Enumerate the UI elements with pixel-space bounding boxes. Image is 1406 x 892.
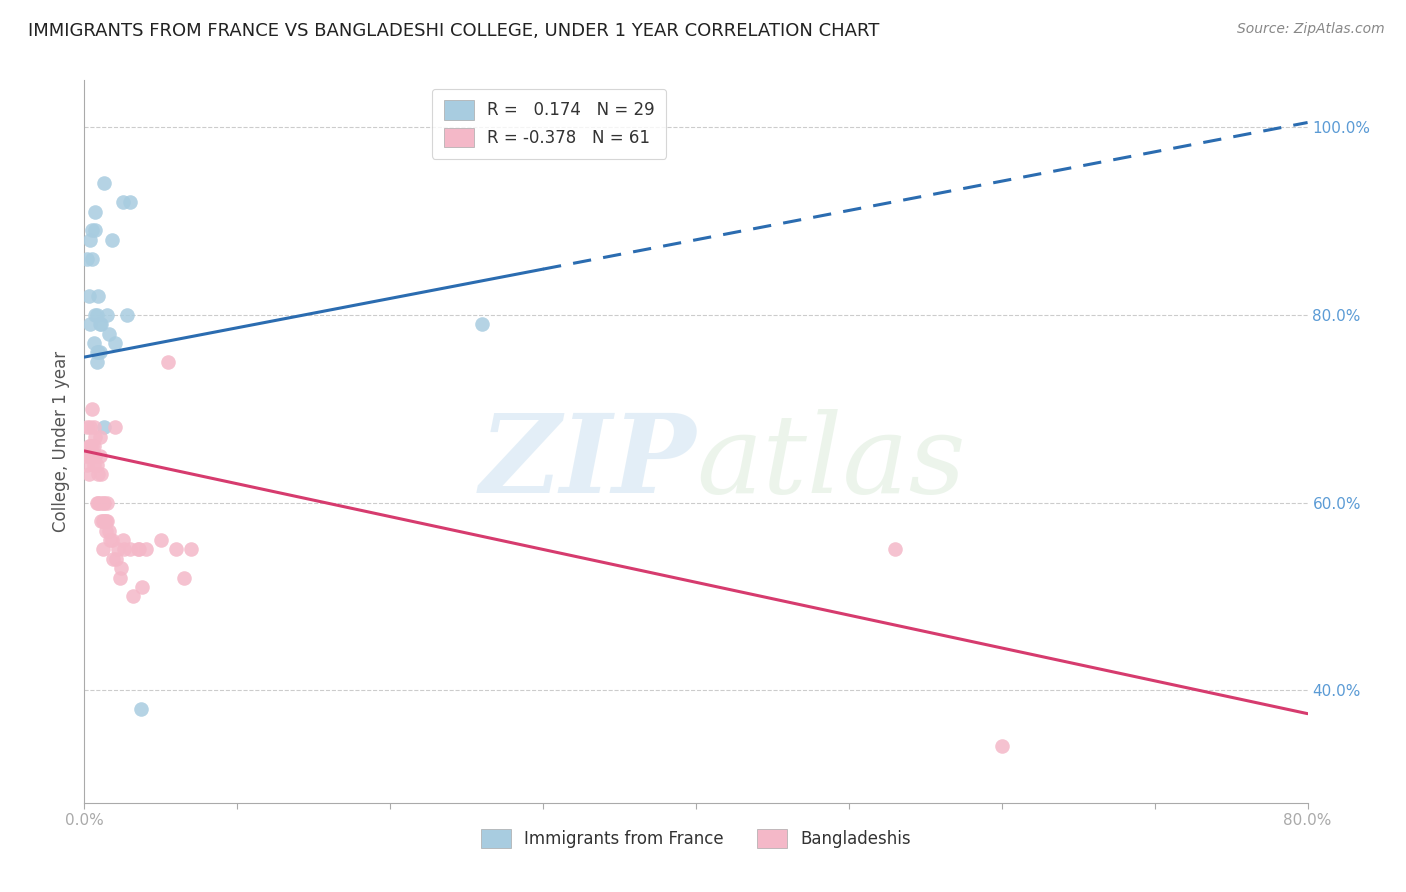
- Point: [79, 420, 101, 434]
- Point: [101, 233, 124, 247]
- Point: [76, 252, 98, 266]
- Point: [91, 495, 114, 509]
- Point: [120, 542, 142, 557]
- Text: ZIP: ZIP: [479, 409, 696, 517]
- Point: [86, 355, 108, 369]
- Point: [80, 401, 103, 416]
- Point: [77, 439, 100, 453]
- Point: [93, 420, 115, 434]
- Point: [91, 514, 114, 528]
- Point: [173, 571, 195, 585]
- Point: [83, 420, 105, 434]
- Point: [96, 514, 118, 528]
- Text: Source: ZipAtlas.com: Source: ZipAtlas.com: [1237, 22, 1385, 37]
- Point: [883, 542, 905, 557]
- Point: [128, 542, 150, 557]
- Point: [120, 195, 142, 210]
- Point: [127, 542, 149, 557]
- Point: [104, 336, 127, 351]
- Point: [112, 542, 135, 557]
- Point: [84, 308, 107, 322]
- Point: [165, 542, 187, 557]
- Point: [79, 318, 101, 332]
- Point: [89, 318, 111, 332]
- Point: [104, 420, 127, 434]
- Point: [80, 449, 103, 463]
- Point: [991, 739, 1014, 754]
- Point: [76, 458, 98, 472]
- Point: [180, 542, 202, 557]
- Point: [80, 223, 103, 237]
- Point: [122, 590, 145, 604]
- Point: [84, 449, 107, 463]
- Point: [84, 204, 107, 219]
- Point: [97, 524, 120, 538]
- Point: [89, 345, 111, 359]
- Point: [93, 177, 115, 191]
- Point: [131, 580, 153, 594]
- Point: [93, 514, 115, 528]
- Point: [89, 430, 111, 444]
- Point: [83, 458, 105, 472]
- Point: [149, 533, 172, 547]
- Point: [108, 571, 131, 585]
- Point: [157, 355, 180, 369]
- Point: [84, 430, 107, 444]
- Point: [111, 533, 134, 547]
- Point: [77, 289, 100, 303]
- Point: [80, 252, 103, 266]
- Point: [90, 318, 112, 332]
- Point: [90, 514, 112, 528]
- Point: [79, 439, 101, 453]
- Point: [89, 449, 111, 463]
- Text: IMMIGRANTS FROM FRANCE VS BANGLADESHI COLLEGE, UNDER 1 YEAR CORRELATION CHART: IMMIGRANTS FROM FRANCE VS BANGLADESHI CO…: [28, 22, 880, 40]
- Point: [111, 195, 134, 210]
- Point: [101, 533, 124, 547]
- Point: [97, 326, 120, 341]
- Point: [115, 308, 138, 322]
- Point: [77, 467, 100, 482]
- Point: [135, 542, 157, 557]
- Legend: Immigrants from France, Bangladeshis: Immigrants from France, Bangladeshis: [470, 817, 922, 860]
- Point: [107, 542, 129, 557]
- Point: [94, 524, 117, 538]
- Point: [84, 449, 107, 463]
- Point: [86, 495, 108, 509]
- Point: [80, 449, 103, 463]
- Point: [105, 551, 128, 566]
- Point: [471, 318, 494, 332]
- Point: [79, 233, 101, 247]
- Point: [89, 495, 111, 509]
- Point: [110, 561, 132, 575]
- Point: [129, 702, 152, 716]
- Point: [103, 551, 125, 566]
- Point: [80, 439, 103, 453]
- Point: [87, 289, 110, 303]
- Point: [98, 533, 121, 547]
- Point: [83, 439, 105, 453]
- Point: [79, 449, 101, 463]
- Point: [96, 308, 118, 322]
- Point: [93, 495, 115, 509]
- Y-axis label: College, Under 1 year: College, Under 1 year: [52, 351, 70, 533]
- Point: [94, 514, 117, 528]
- Point: [75, 449, 97, 463]
- Point: [96, 495, 118, 509]
- Point: [86, 458, 108, 472]
- Point: [79, 449, 101, 463]
- Point: [84, 223, 107, 237]
- Point: [87, 467, 110, 482]
- Point: [87, 345, 110, 359]
- Point: [86, 345, 108, 359]
- Point: [91, 542, 114, 557]
- Point: [83, 336, 105, 351]
- Point: [87, 495, 110, 509]
- Point: [76, 420, 98, 434]
- Point: [86, 308, 108, 322]
- Point: [90, 467, 112, 482]
- Text: atlas: atlas: [696, 409, 966, 517]
